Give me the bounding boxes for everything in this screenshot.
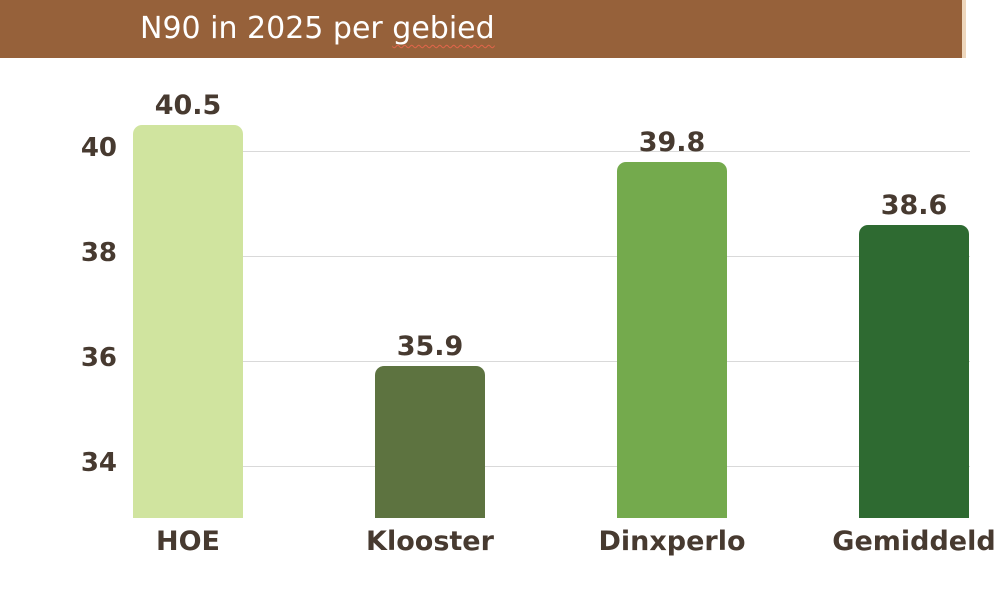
bar-value-label-hoe: 40.5 [154, 90, 222, 121]
chart-title: N90 in 2025 per gebied [140, 0, 495, 58]
gridline-36 [133, 360, 970, 362]
bar-value-label-dinxperlo: 39.8 [638, 126, 706, 158]
x-axis-category-label-klooster: Klooster [366, 526, 494, 557]
x-axis-category-label-dinxperlo: Dinxperlo [598, 526, 746, 557]
title-bar: N90 in 2025 per gebied [0, 0, 966, 58]
gridline-40 [133, 151, 970, 153]
bar-dinxperlo [617, 161, 727, 518]
y-axis-tick-label-36: 36 [80, 342, 117, 373]
chart-title-flagged-word: gebied [392, 11, 495, 46]
chart-title-text: N90 in 2025 per [140, 11, 393, 46]
y-axis-tick-label-40: 40 [80, 133, 117, 164]
y-axis-tick-label-38: 38 [80, 238, 117, 268]
bar-value-label-gemiddeld: 38.6 [880, 189, 948, 221]
bar-gemiddeld [859, 224, 969, 518]
bar-chart-plot-area: 34 36 38 40 40.5 HOE 35.9 Klooster 39.8 Dinxperlo… [0, 58, 994, 594]
bar-klooster [375, 366, 485, 518]
x-axis-category-label-hoe: HOE [156, 526, 220, 557]
y-axis-tick-label-34: 34 [80, 447, 117, 478]
bar-hoe [133, 125, 243, 518]
gridline-34 [133, 465, 970, 467]
bar-value-label-klooster: 35.9 [396, 331, 464, 363]
x-axis-category-label-gemiddeld: Gemiddeld [832, 526, 994, 557]
gridline-38 [133, 256, 970, 257]
